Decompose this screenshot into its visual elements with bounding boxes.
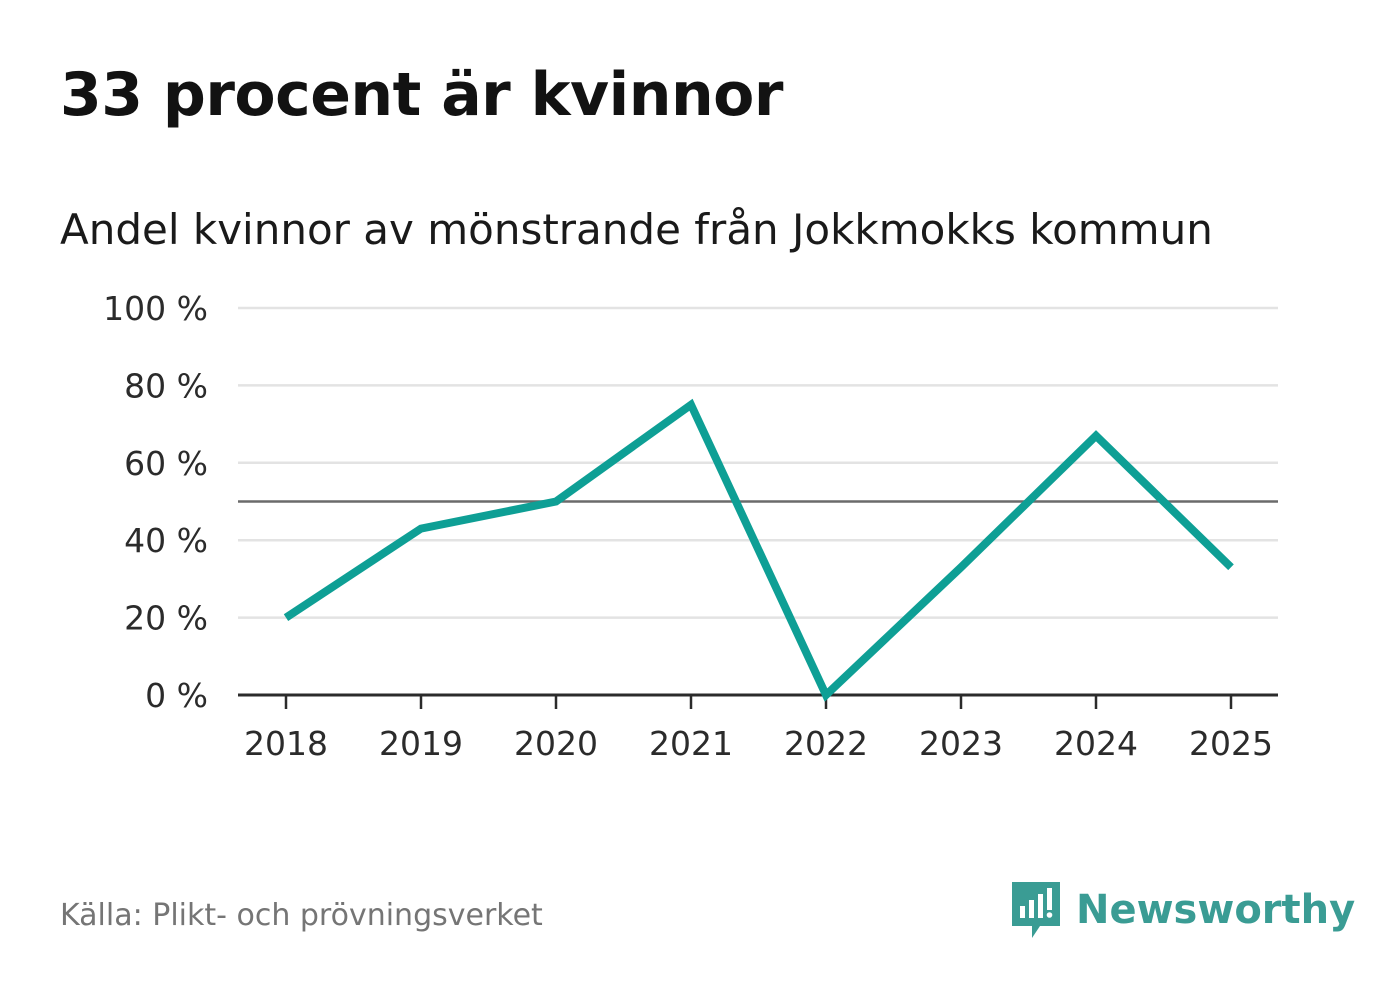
- x-tick-label: 2021: [649, 724, 733, 763]
- y-tick-label: 40 %: [124, 521, 208, 560]
- x-tick-label: 2020: [514, 724, 598, 763]
- x-tick-label: 2018: [244, 724, 328, 763]
- x-axis: [238, 693, 1278, 709]
- y-tick-label: 100 %: [103, 289, 208, 328]
- x-axis-labels: 2018 2019 2020 2021 2022 2023 2024 2025: [244, 724, 1273, 763]
- newsworthy-logo-icon: [1012, 882, 1060, 938]
- x-tick-label: 2019: [379, 724, 463, 763]
- y-tick-label: 0 %: [145, 676, 208, 715]
- newsworthy-logo: Newsworthy: [1010, 878, 1355, 942]
- x-tick-label: 2022: [784, 724, 868, 763]
- x-tick-label: 2025: [1189, 724, 1273, 763]
- y-tick-label: 60 %: [124, 444, 208, 483]
- y-tick-label: 80 %: [124, 366, 208, 405]
- source-note: Källa: Plikt- och prövningsverket: [60, 898, 543, 933]
- series-group: [283, 398, 1234, 702]
- x-tick-label: 2023: [919, 724, 1003, 763]
- brand-name: Newsworthy: [1076, 887, 1356, 933]
- y-tick-label: 20 %: [124, 599, 208, 638]
- x-tick-label: 2024: [1054, 724, 1138, 763]
- chart-title: 33 procent är kvinnor: [60, 60, 783, 130]
- series-line: [283, 398, 1234, 702]
- gridlines: [238, 306, 1278, 619]
- y-axis-labels: 0 % 20 % 40 % 60 % 80 % 100 %: [103, 289, 208, 715]
- chart-subtitle: Andel kvinnor av mönstrande från Jokkmok…: [60, 205, 1213, 254]
